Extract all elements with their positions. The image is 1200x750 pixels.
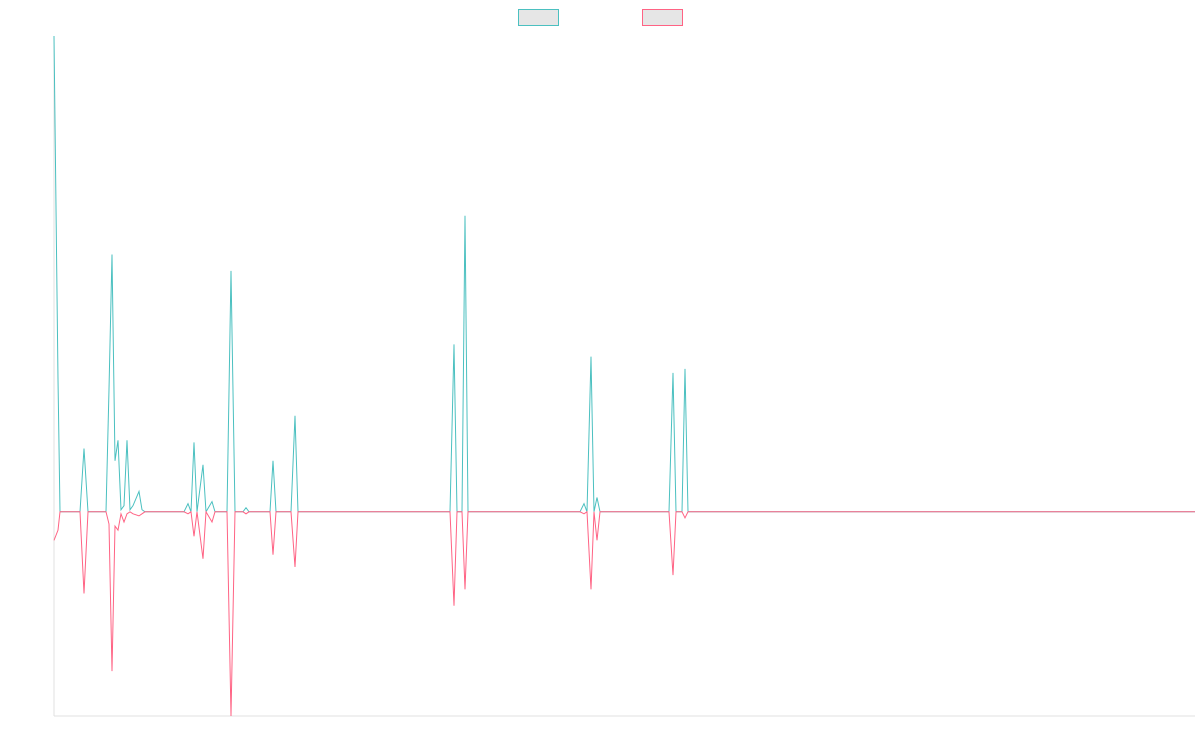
series-line [53,510,1195,717]
series-line [53,35,1195,514]
legend-swatch[interactable] [518,9,559,26]
legend-swatch[interactable] [642,9,683,26]
